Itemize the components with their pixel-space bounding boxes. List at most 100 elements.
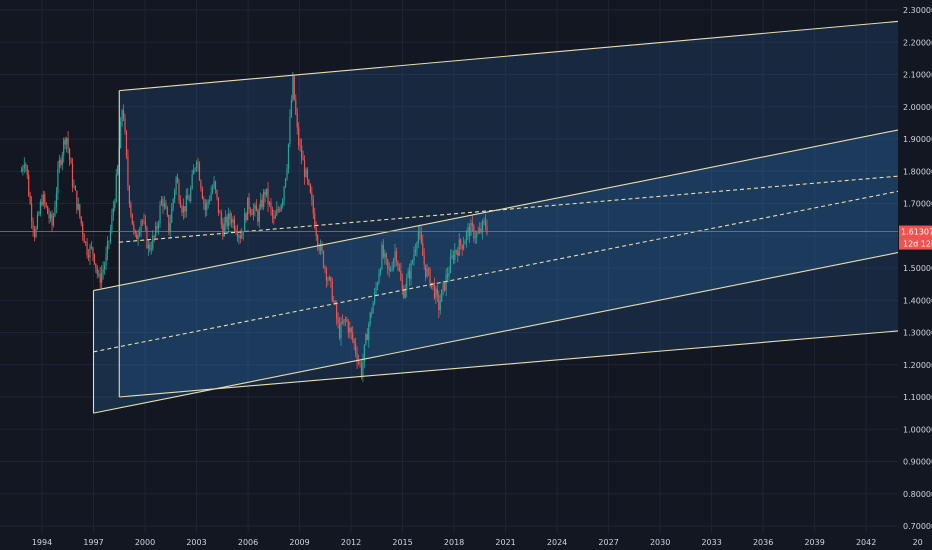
candle bbox=[381, 244, 383, 269]
candle bbox=[417, 231, 419, 244]
candle bbox=[388, 267, 390, 271]
candle bbox=[112, 207, 114, 216]
inner-channel-bottom-line[interactable] bbox=[93, 248, 918, 414]
candle bbox=[141, 220, 144, 222]
candle bbox=[136, 233, 138, 240]
candle bbox=[238, 235, 240, 237]
candle bbox=[162, 199, 164, 207]
candle bbox=[95, 263, 97, 269]
candle bbox=[159, 205, 161, 224]
candle bbox=[166, 208, 168, 215]
candle bbox=[312, 199, 314, 214]
candle bbox=[404, 289, 406, 298]
channel-drawings[interactable] bbox=[92, 19, 918, 414]
outer-channel-median-line[interactable] bbox=[119, 173, 918, 243]
candle bbox=[153, 235, 155, 237]
candle bbox=[452, 255, 454, 260]
candle bbox=[210, 192, 212, 201]
candle bbox=[400, 270, 402, 281]
candle bbox=[28, 175, 30, 196]
candle bbox=[409, 270, 411, 280]
candle bbox=[333, 301, 335, 303]
time-tick-label: 20 bbox=[913, 538, 923, 547]
price-tick-label: 1.70000 bbox=[903, 200, 932, 209]
candle bbox=[44, 194, 46, 204]
candle bbox=[356, 352, 358, 362]
candle bbox=[172, 198, 174, 208]
candle bbox=[467, 227, 469, 233]
candle bbox=[273, 216, 275, 219]
candle bbox=[292, 76, 294, 101]
candle bbox=[360, 364, 363, 376]
candle bbox=[375, 287, 377, 292]
time-axis-panel[interactable] bbox=[0, 533, 932, 550]
candle bbox=[446, 274, 449, 277]
candle bbox=[486, 226, 488, 234]
candle bbox=[479, 228, 481, 233]
candle bbox=[267, 188, 269, 205]
candle bbox=[108, 241, 110, 242]
candle bbox=[45, 203, 47, 207]
outer-channel-top-line[interactable] bbox=[119, 19, 918, 92]
time-axis[interactable]: 1994 1997 2000 2003 2006 2009 2012 2015 2018 2021… bbox=[32, 538, 923, 547]
candle bbox=[395, 251, 398, 262]
candle bbox=[74, 186, 76, 191]
candle bbox=[263, 191, 265, 208]
candle bbox=[261, 199, 263, 208]
candle bbox=[76, 190, 78, 210]
outer-channel-bottom-line[interactable] bbox=[119, 328, 918, 398]
candle bbox=[387, 259, 389, 268]
candle bbox=[477, 232, 479, 234]
candle bbox=[190, 188, 192, 201]
candle bbox=[362, 361, 364, 376]
candle bbox=[473, 225, 475, 239]
candle bbox=[325, 268, 328, 281]
candle bbox=[85, 241, 87, 243]
candle bbox=[206, 202, 208, 211]
candle bbox=[376, 283, 379, 288]
candle bbox=[390, 270, 392, 271]
time-tick-label: 2027 bbox=[598, 538, 618, 547]
candle bbox=[57, 168, 59, 194]
candle bbox=[165, 203, 167, 209]
time-tick-label: 1997 bbox=[83, 538, 103, 547]
candle bbox=[406, 277, 408, 290]
candle bbox=[284, 178, 287, 187]
price-tick-label: 2.20000 bbox=[903, 38, 932, 47]
candle bbox=[445, 274, 447, 291]
candle bbox=[70, 159, 72, 164]
inner-channel-median-line[interactable] bbox=[93, 186, 918, 353]
candle bbox=[293, 76, 295, 100]
candle bbox=[448, 272, 450, 277]
candle bbox=[103, 265, 106, 269]
candle bbox=[308, 179, 310, 185]
candle bbox=[327, 279, 329, 281]
inner-channel-top-line[interactable] bbox=[93, 125, 918, 292]
candle bbox=[254, 204, 256, 210]
candle bbox=[336, 303, 338, 319]
candle bbox=[25, 164, 27, 166]
candle bbox=[369, 312, 371, 325]
candle bbox=[363, 344, 365, 362]
candle bbox=[349, 327, 351, 333]
candle bbox=[474, 237, 476, 239]
time-tick-label: 2039 bbox=[804, 538, 824, 547]
candle bbox=[247, 197, 249, 221]
time-tick-label: 2042 bbox=[856, 538, 876, 547]
candle bbox=[194, 168, 196, 171]
candle bbox=[209, 200, 211, 202]
candle bbox=[244, 213, 246, 232]
candle bbox=[169, 222, 171, 233]
candle bbox=[413, 253, 415, 261]
price-axis-panel[interactable] bbox=[898, 0, 932, 550]
candle bbox=[414, 249, 417, 254]
candle bbox=[182, 206, 184, 213]
candle bbox=[131, 213, 133, 225]
candle bbox=[225, 216, 227, 224]
candle bbox=[92, 247, 94, 254]
